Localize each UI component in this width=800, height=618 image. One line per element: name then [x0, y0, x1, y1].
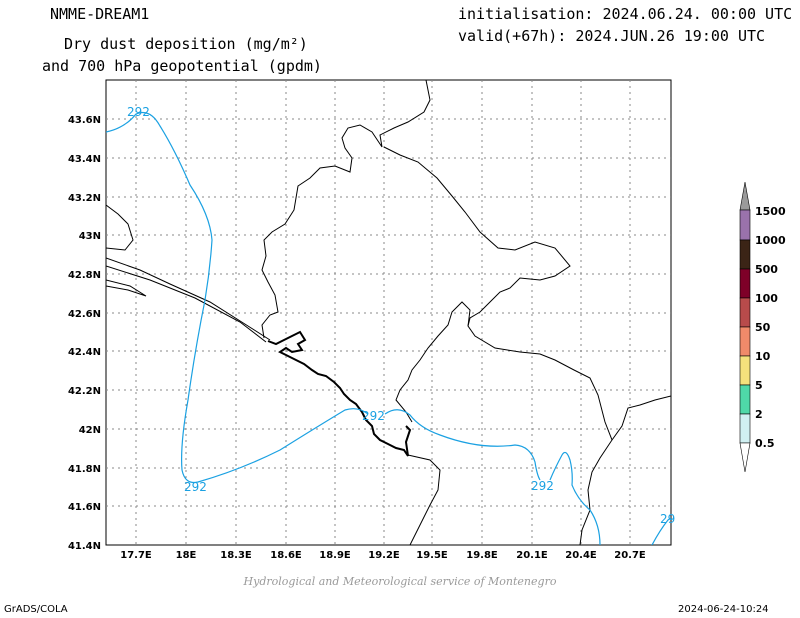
legend-label: 2	[755, 408, 763, 421]
lat-axis: 43.6N 43.4N 43.2N 43N 42.8N 42.6N 42.4N …	[68, 115, 101, 552]
coast-montenegro	[267, 330, 412, 457]
country-borders	[106, 80, 671, 545]
legend-label: 0.5	[755, 437, 775, 450]
lat-tick-label: 41.6N	[68, 502, 101, 513]
legend-bottom-arrow	[739, 442, 751, 473]
lat-tick-label: 42.6N	[68, 309, 101, 320]
border-montenegro-north	[261, 80, 431, 339]
lat-tick-label: 42.2N	[68, 386, 101, 397]
lon-tick-label: 18.9E	[319, 550, 351, 561]
lon-tick-label: 19.8E	[466, 550, 498, 561]
color-legend	[739, 181, 751, 473]
legend-labels: 1500 1000 500 100 50 10 5 2 0.5	[755, 205, 786, 450]
coast-croatia	[106, 257, 271, 341]
legend-swatch	[739, 413, 751, 444]
lon-axis: 17.7E 18E 18.3E 18.6E 18.9E 19.2E 19.5E …	[120, 550, 646, 561]
contour-label: 292	[362, 409, 385, 423]
lon-tick-label: 17.7E	[120, 550, 152, 561]
legend-swatch	[739, 239, 751, 270]
lon-tick-label: 20.4E	[565, 550, 597, 561]
lon-tick-label: 18.6E	[270, 550, 302, 561]
legend-swatch	[739, 209, 751, 241]
lon-tick-label: 20.7E	[614, 550, 646, 561]
contour-label: 29	[660, 512, 675, 526]
initialisation-time: initialisation: 2024.06.24. 00:00 UTC	[458, 5, 793, 23]
legend-label: 50	[755, 321, 771, 334]
valid-time: valid(+67h): 2024.JUN.26 19:00 UTC	[458, 27, 766, 45]
lat-tick-label: 42.8N	[68, 270, 101, 281]
legend-top-arrow	[739, 181, 751, 211]
lon-tick-label: 19.2E	[368, 550, 400, 561]
title-line-2: and 700 hPa geopotential (gpdm)	[42, 57, 322, 75]
legend-swatch	[739, 297, 751, 328]
border-montenegro-kosovo	[395, 301, 471, 423]
lon-tick-label: 18E	[176, 550, 197, 561]
lat-tick-label: 41.8N	[68, 464, 101, 475]
legend-label: 10	[755, 350, 771, 363]
border-albania-south	[407, 454, 441, 545]
legend-label: 1500	[755, 205, 786, 218]
legend-swatch	[739, 268, 751, 299]
contour-label: 292	[184, 480, 207, 494]
contour-292-west	[106, 111, 369, 484]
contour-label: 292	[127, 105, 150, 119]
contour-292-east	[384, 409, 541, 481]
legend-label: 100	[755, 292, 778, 305]
lat-tick-label: 43N	[79, 231, 101, 242]
lat-tick-label: 42.4N	[68, 347, 101, 358]
lat-tick-label: 41.4N	[68, 541, 101, 552]
coast-croatia-outer	[106, 265, 267, 343]
model-name: NMME-DREAM1	[50, 5, 150, 23]
lon-tick-label: 20.1E	[516, 550, 548, 561]
software-label: GrADS/COLA	[4, 604, 68, 615]
legend-swatch	[739, 326, 751, 357]
border-bosnia-serbia	[106, 204, 134, 251]
coast-peljesac	[106, 279, 147, 297]
legend-label: 500	[755, 263, 778, 276]
geopotential-contours	[106, 111, 671, 545]
legend-label: 1000	[755, 234, 786, 247]
border-albania-macedonia	[611, 395, 671, 441]
credit-text: Hydrological and Meteorological service …	[243, 575, 557, 588]
legend-swatch	[739, 384, 751, 415]
contour-29-corner	[651, 517, 671, 545]
lat-tick-label: 43.2N	[68, 193, 101, 204]
contour-label: 292	[531, 479, 554, 493]
title-line-1: Dry dust deposition (mg/m²)	[64, 35, 308, 53]
legend-swatch	[739, 355, 751, 386]
legend-label: 5	[755, 379, 763, 392]
lat-tick-label: 42N	[79, 425, 101, 436]
lon-tick-label: 18.3E	[220, 550, 252, 561]
render-timestamp: 2024-06-24-10:24	[678, 604, 769, 615]
lon-tick-label: 19.5E	[416, 550, 448, 561]
gridlines	[106, 80, 671, 545]
lat-tick-label: 43.4N	[68, 154, 101, 165]
coastlines	[106, 257, 412, 457]
lat-tick-label: 43.6N	[68, 115, 101, 126]
contour-292-south	[549, 451, 601, 545]
